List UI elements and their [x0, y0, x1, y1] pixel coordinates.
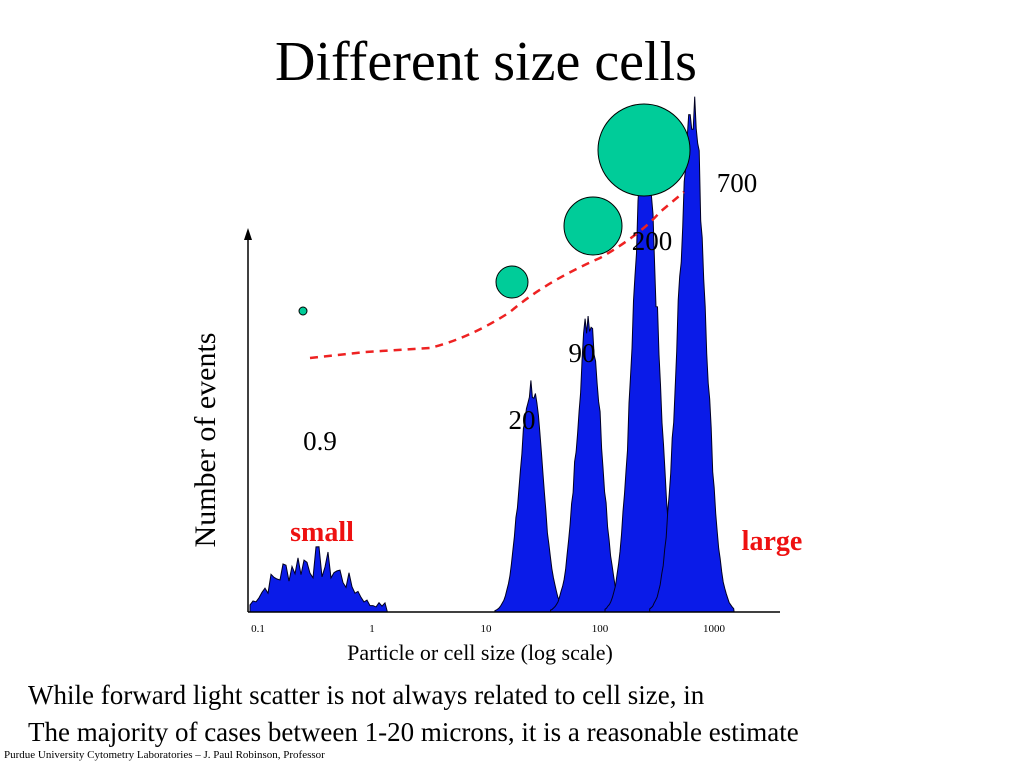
slide-title: Different size cells: [275, 31, 697, 93]
y-axis-arrow: [244, 228, 252, 240]
cell-size-circle: [597, 103, 691, 197]
peak-label-0.9: 0.9: [303, 426, 337, 456]
size-trend-line: [309, 191, 685, 360]
cell-size-circle: [563, 196, 623, 256]
cell-size-circle: [298, 306, 308, 316]
x-tick-label: 0.1: [251, 623, 265, 635]
labels-layer: 0.1 1 10 100 1000 0.9 20 90 200 700 small large: [251, 168, 802, 635]
x-tick-label: 1: [369, 623, 375, 635]
peak-label-90: 90: [569, 338, 596, 368]
axes-layer: [244, 228, 780, 613]
caption-line-1: While forward light scatter is not alway…: [28, 680, 705, 710]
histogram-peak-700: [649, 96, 735, 613]
annotation-large: large: [742, 526, 803, 557]
peak-label-200: 200: [632, 226, 673, 256]
peaks-layer: [249, 96, 735, 613]
x-tick-label: 100: [592, 623, 609, 635]
x-tick-label: 10: [481, 623, 493, 635]
peak-label-700: 700: [717, 168, 758, 198]
footer-credit: Purdue University Cytometry Laboratories…: [4, 749, 325, 761]
size-circles-layer: [298, 103, 691, 316]
trend-layer: [309, 191, 685, 360]
peak-label-20: 20: [509, 405, 536, 435]
histogram-peak-20: [494, 380, 569, 613]
x-tick-label: 1000: [703, 623, 726, 635]
x-axis-label: Particle or cell size (log scale): [347, 640, 613, 665]
cell-size-circle: [495, 265, 529, 299]
y-axis-label: Number of events: [189, 332, 222, 548]
histogram-peak-0.9: [249, 546, 389, 613]
caption-line-2: The majority of cases between 1-20 micro…: [28, 717, 799, 747]
annotation-small: small: [290, 517, 354, 548]
